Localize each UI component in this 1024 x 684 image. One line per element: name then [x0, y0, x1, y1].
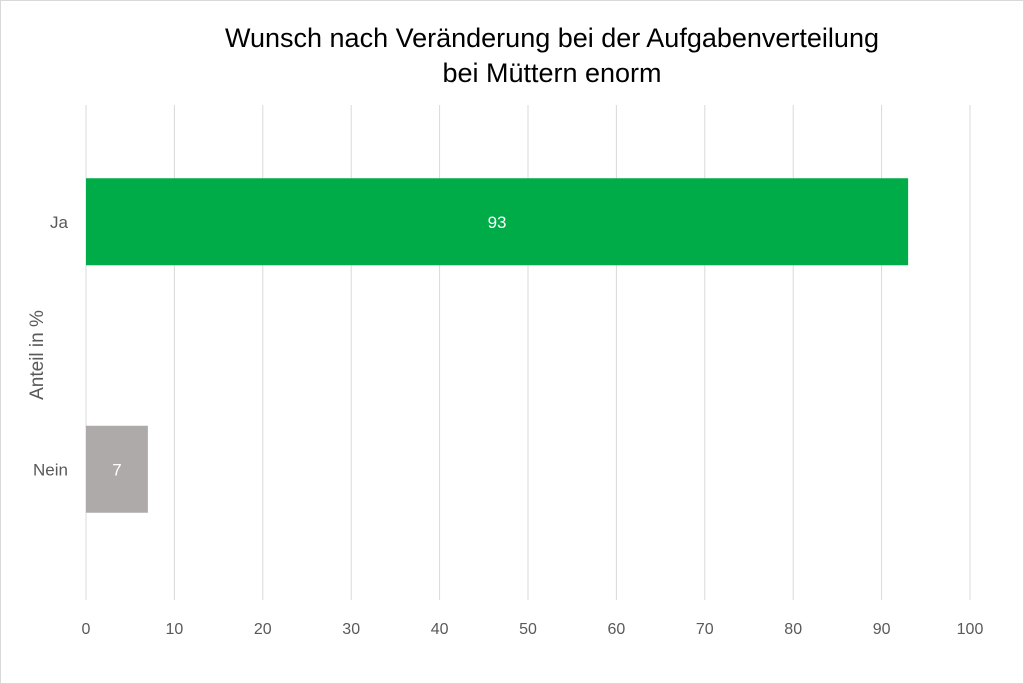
chart-title-line-2: bei Müttern enorm — [442, 58, 661, 88]
x-tick-label: 70 — [696, 621, 714, 638]
x-tick-label: 80 — [784, 621, 802, 638]
x-tick-label: 30 — [342, 621, 360, 638]
x-tick-label: 40 — [431, 621, 449, 638]
bar-nein — [86, 425, 148, 513]
x-tick-label: 100 — [957, 621, 984, 638]
x-tick-label: 60 — [608, 621, 626, 638]
x-tick-label: 10 — [166, 621, 184, 638]
x-tick-label: 0 — [82, 621, 91, 638]
y-axis-label: Anteil in % — [27, 310, 48, 400]
x-tick-label: 90 — [873, 621, 891, 638]
x-tick-label: 20 — [254, 621, 272, 638]
data-label: 93 — [488, 213, 507, 232]
x-tick-label: 50 — [519, 621, 537, 638]
category-label: Nein — [33, 460, 68, 479]
bar-ja — [86, 178, 909, 266]
data-label: 7 — [112, 460, 121, 479]
chart-title-line-1: Wunsch nach Veränderung bei der Aufgaben… — [225, 23, 879, 53]
category-label: Ja — [50, 213, 69, 232]
